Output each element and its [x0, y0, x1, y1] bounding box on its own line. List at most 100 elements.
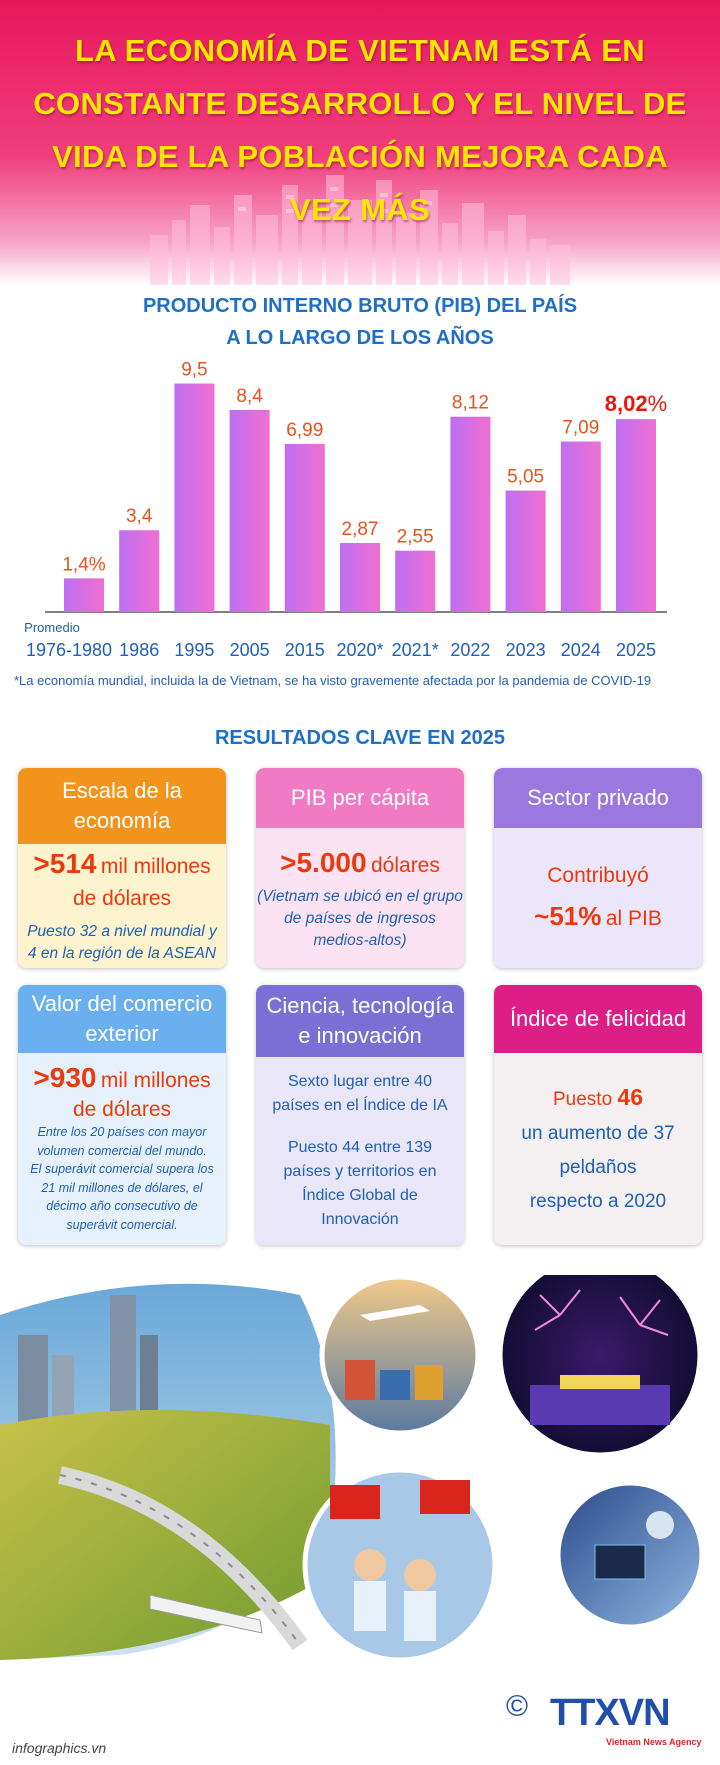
economy-scale-value: >514 mil millones [33, 848, 210, 885]
card-foreign-trade: Valor del comercio exterior >930 mil mil… [18, 985, 226, 1245]
gdp-per-capita-number: >5.000 [280, 846, 367, 878]
card-happiness-index-title: Índice de felicidad [509, 1006, 687, 1031]
photo-port-logistics [319, 1275, 481, 1436]
happiness-rank: Puesto 46 [553, 1080, 643, 1117]
card-foreign-trade-header: Valor del comercio exterior [18, 985, 226, 1053]
card-happiness-index-body: Puesto 46 un aumento de 37 peldaños resp… [494, 1053, 702, 1245]
card-science-technology-title-2: e innovación [298, 1023, 422, 1048]
chart-bar-2021* [395, 550, 436, 612]
gdp-bar-chart: 1,4% 1976-1980 Promedio 3,4 1986 9,5 1995 8,4 20… [24, 360, 667, 660]
main-title: LA ECONOMÍA DE VIETNAM ESTÁ EN CONSTANTE… [33, 33, 687, 227]
card-private-sector: Sector privado Contribuyó ~51% al PIB [494, 768, 702, 968]
economy-scale-number: >514 [33, 847, 97, 879]
card-foreign-trade-title-2: exterior [85, 1021, 159, 1046]
chart-tick-prefix: Promedio [24, 620, 80, 635]
card-economy-scale-header: Escala de la economía [18, 768, 226, 844]
chart-tick-label-2022: 2022 [450, 640, 490, 660]
private-sector-unit: al PIB [605, 906, 662, 930]
card-private-sector-title: Sector privado [527, 785, 669, 810]
chart-bar-2020* [340, 542, 380, 612]
card-gdp-per-capita: PIB per cápita >5.000 dólares (Vietnam s… [256, 768, 464, 968]
chart-value-suffix: % [648, 391, 668, 416]
card-foreign-trade-title-1: Valor del comercio [31, 991, 213, 1016]
chart-value-label-1995: 9,5 [181, 360, 207, 381]
happiness-line-3: respecto a 2020 [529, 1190, 667, 1212]
chart-value-label-1986: 3,4 [126, 506, 153, 527]
chart-bar-2025 [616, 419, 656, 612]
foreign-trade-note-6: superávit comercial. [66, 1217, 178, 1232]
photo-technology-lab [555, 1480, 705, 1630]
chart-tick-label-1986: 1986 [119, 640, 159, 660]
chart-tick-label-2023: 2023 [506, 640, 546, 660]
foreign-trade-note-2: volumen comercial del mundo. [37, 1143, 207, 1158]
economy-scale-note-1: Puesto 32 a nivel mundial y [27, 922, 217, 940]
card-private-sector-body: Contribuyó ~51% al PIB [494, 828, 702, 968]
card-science-technology-header: Ciencia, tecnología e innovación [256, 985, 464, 1057]
chart-value-label-2022: 8,12 [452, 393, 489, 414]
foreign-trade-value: >930 mil millones [33, 1064, 210, 1097]
science-gii-line-3: Índice Global de [302, 1187, 418, 1204]
card-happiness-index: Índice de felicidad Puesto 46 un aumento… [494, 985, 702, 1245]
card-gdp-per-capita-title: PIB per cápita [290, 785, 430, 810]
chart-footnote: *La economía mundial, incluida la de Vie… [14, 673, 652, 688]
chart-bar-2023 [505, 490, 546, 612]
economy-scale-unit-2: de dólares [72, 886, 172, 910]
chart-tick-label-1995: 1995 [174, 640, 214, 660]
chart-value-label-2023: 5,05 [507, 467, 544, 488]
header-banner: LA ECONOMÍA DE VIETNAM ESTÁ EN CONSTANTE… [0, 0, 720, 285]
chart-value-label-2025: 8,02% [605, 391, 667, 416]
economy-scale-unit-1: mil millones [100, 854, 211, 878]
ttxvn-logo: TTXVN [550, 1692, 671, 1734]
photo-collage [0, 1275, 705, 1663]
card-science-technology-body: Sexto lugar entre 40 países en el Índice… [256, 1057, 464, 1245]
gdp-per-capita-value: >5.000 dólares [280, 845, 440, 886]
chart-value-label-2020*: 2,87 [342, 519, 379, 540]
foreign-trade-note-4: 21 mil millones de dólares, el [41, 1180, 203, 1195]
science-ai-line-2: países en el Índice de IA [272, 1097, 448, 1114]
chart-value-label-2024: 7,09 [562, 417, 599, 438]
card-gdp-per-capita-header: PIB per cápita [256, 768, 464, 828]
card-gdp-per-capita-body: >5.000 dólares (Vietnam se ubicó en el g… [256, 828, 464, 968]
card-economy-scale-body: >514 mil millones de dólares Puesto 32 a… [18, 844, 226, 968]
chart-tick-label-2020*: 2020* [336, 640, 383, 660]
economy-scale-note-2: 4 en la región de la ASEAN [27, 944, 217, 962]
chart-tick-label-1976-1980: 1976-1980 [26, 640, 112, 660]
chart-tick-label-2015: 2015 [285, 640, 325, 660]
gdp-per-capita-note-3: medios-altos) [313, 931, 407, 949]
photo-city-railway [0, 1283, 336, 1660]
gdp-per-capita-note-2: de países de ingresos [284, 909, 436, 927]
happiness-line-2: peldaños [559, 1156, 637, 1178]
science-gii-line-2: países y territorios en [283, 1163, 437, 1180]
card-happiness-index-header: Índice de felicidad [494, 985, 702, 1053]
chart-value-label-2015: 6,99 [286, 420, 323, 441]
chart-value-label-2021*: 2,55 [397, 527, 434, 548]
chart-bar-2022 [450, 416, 491, 612]
photo-children-flags [302, 1467, 498, 1663]
happiness-rank-number: 46 [617, 1083, 644, 1110]
ttxvn-logo-subtitle: Vietnam News Agency [606, 1737, 702, 1747]
foreign-trade-note-5: décimo año consecutivo de [46, 1199, 198, 1213]
chart-value-label-1976-1980: 1,4% [62, 554, 105, 575]
footer-website: infographics.vn [12, 1740, 107, 1756]
chart-tick-label-2005: 2005 [230, 640, 270, 660]
gdp-per-capita-unit: dólares [370, 853, 440, 877]
chart-title: PRODUCTO INTERNO BRUTO (PIB) DEL PAÍS A … [40, 290, 680, 354]
science-gii-line-4: Innovación [321, 1211, 399, 1228]
happiness-line-1: un aumento de 37 [521, 1122, 675, 1144]
photo-fireworks-celebration [497, 1275, 703, 1458]
card-science-technology: Ciencia, tecnología e innovación Sexto l… [256, 985, 464, 1245]
foreign-trade-unit-1: mil millones [100, 1069, 211, 1092]
private-sector-number: ~51% [534, 900, 602, 931]
gdp-per-capita-note-1: (Vietnam se ubicó en el grupo [257, 887, 463, 905]
chart-bar-1976-1980 [64, 578, 104, 612]
chart-bar-2024 [560, 441, 601, 612]
card-private-sector-header: Sector privado [494, 768, 702, 828]
chart-value-label-2005: 8,4 [236, 386, 263, 407]
chart-tick-label-2025: 2025 [616, 640, 656, 660]
chart-tick-label-2024: 2024 [561, 640, 601, 660]
foreign-trade-note-1: Entre los 20 países con mayor [37, 1125, 207, 1139]
private-sector-line-1: Contribuyó [547, 863, 649, 887]
foreign-trade-number: >930 [33, 1062, 97, 1093]
happiness-rank-label: Puesto [552, 1088, 613, 1110]
chart-bar-2015 [284, 443, 325, 612]
